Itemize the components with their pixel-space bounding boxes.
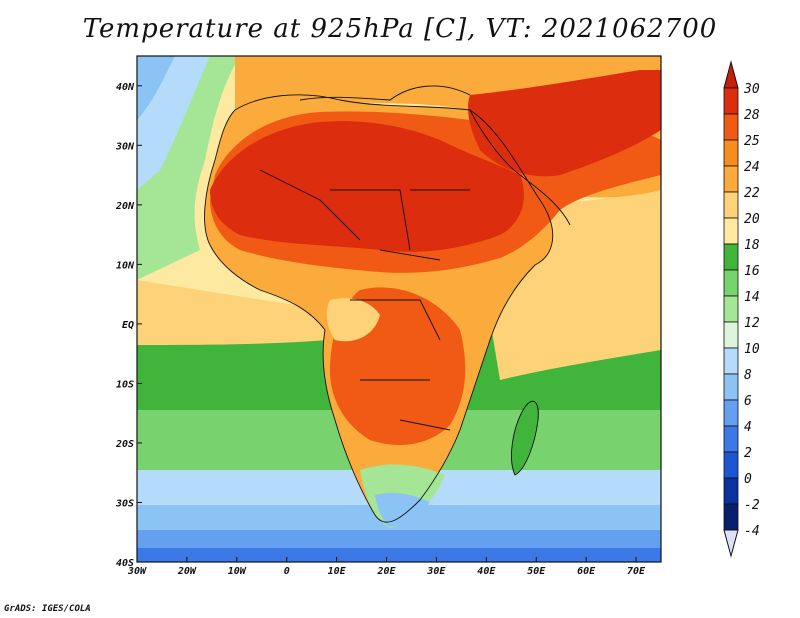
- colorbar-label: 8: [744, 368, 752, 383]
- colorbar-label: 2: [744, 446, 752, 461]
- y-tick-label: 40S: [116, 558, 134, 569]
- x-tick-label: 40E: [477, 566, 496, 577]
- colorbar-label: 6: [744, 394, 752, 409]
- colorbar-label: 16: [744, 264, 760, 279]
- y-tick-label: 10N: [116, 260, 135, 271]
- coastlines: [204, 85, 571, 523]
- colorbar-label: 0: [744, 472, 752, 487]
- y-tick-label: 30S: [115, 498, 134, 509]
- colorbar-swatch: [723, 373, 739, 401]
- colorbar-swatch: [723, 295, 739, 323]
- colorbar-swatch: [723, 321, 739, 349]
- colorbar-label: 24: [744, 160, 760, 175]
- colorbar-label: -4: [744, 524, 760, 539]
- y-tick-label: 20N: [115, 201, 135, 212]
- colorbar-swatch: [723, 139, 739, 167]
- colorbar-label: 20: [744, 212, 760, 227]
- colorbar-swatch: [723, 399, 739, 427]
- colorbar-label: 18: [744, 238, 760, 253]
- map-frame: [136, 55, 662, 563]
- colorbar-swatch: [723, 451, 739, 479]
- colorbar-label: 4: [744, 420, 752, 435]
- y-tick-label: 20S: [115, 439, 134, 450]
- y-tick-label: 40N: [116, 82, 135, 93]
- colorbar-swatch: [723, 87, 739, 115]
- colorbar-swatch: [723, 503, 739, 531]
- colorbar-swatch: [723, 347, 739, 375]
- colorbar-label: 25: [744, 134, 760, 149]
- colorbar-swatch: [723, 425, 739, 453]
- colorbar-label: 14: [744, 290, 760, 305]
- x-tick-label: 60E: [577, 566, 596, 577]
- footer-credit: GrADS: IGES/COLA: [4, 604, 91, 614]
- x-tick-label: 20E: [376, 566, 396, 577]
- x-tick-label: 30E: [426, 566, 446, 577]
- x-tick-label: 10W: [228, 566, 247, 577]
- colorbar-swatch: [723, 217, 739, 245]
- x-tick-label: 20W: [177, 566, 197, 577]
- x-tick-label: 30W: [127, 566, 147, 577]
- colorbar-swatch: [723, 191, 739, 219]
- y-tick-label: 30N: [115, 141, 135, 152]
- y-tick-label: EQ: [122, 320, 134, 331]
- colorbar-swatch: [723, 269, 739, 297]
- colorbar-swatch: [723, 477, 739, 505]
- y-tick-label: 10S: [116, 379, 134, 390]
- colorbar-bottom-arrow: [723, 529, 739, 558]
- colorbar-top-arrow: [723, 60, 739, 89]
- x-tick-label: 50E: [527, 566, 546, 577]
- colorbar-label: 12: [744, 316, 760, 331]
- x-tick-label: 10E: [328, 566, 347, 577]
- colorbar-swatch: [723, 165, 739, 193]
- colorbar-swatch: [723, 113, 739, 141]
- colorbar-label: 22: [744, 186, 760, 201]
- map-title: Temperature at 925hPa [C], VT: 202106270…: [82, 14, 718, 44]
- colorbar-swatch: [723, 243, 739, 271]
- colorbar-label: 30: [743, 82, 760, 97]
- colorbar-label: -2: [744, 498, 760, 513]
- y-axis-ticks: 40N 30N 20N 10N EQ 10S 20S 30S 40S: [115, 82, 142, 569]
- x-tick-label: 0: [284, 566, 290, 577]
- colorbar-label: 10: [744, 342, 760, 357]
- colorbar-label: 28: [744, 108, 760, 123]
- x-axis-ticks: 30W 20W 10W 0 10E 20E 30E 40E 50E 60E 70E: [127, 557, 646, 577]
- x-tick-label: 70E: [627, 566, 646, 577]
- temperature-field: [137, 56, 661, 562]
